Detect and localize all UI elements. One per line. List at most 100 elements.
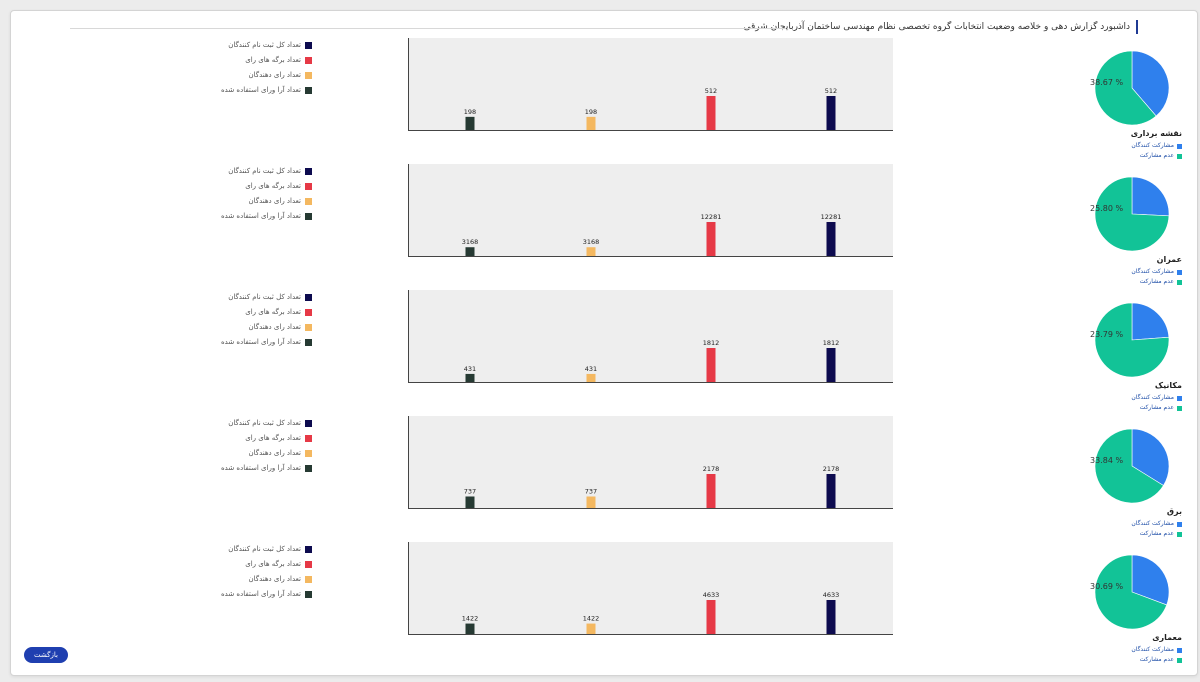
bar — [586, 623, 596, 634]
pie-legend-item: عدم مشارکت — [1131, 277, 1182, 287]
bar-chart: 737 737 2178 2178 — [464, 465, 840, 508]
legend-swatch — [305, 591, 312, 598]
bar-legend-label: تعداد کل ثبت نام کنندگان — [228, 293, 301, 301]
bar-value-label: 512 — [705, 87, 717, 95]
legend-swatch — [305, 72, 312, 79]
legend-swatch — [305, 576, 312, 583]
pie-percent-label: 30.69 % — [1090, 582, 1124, 591]
bar-legend-label: تعداد رای دهندگان — [248, 449, 301, 457]
bar-legend-item: تعداد کل ثبت نام کنندگان — [221, 416, 312, 431]
bar-value-label: 2178 — [823, 465, 840, 473]
pie-legend-label: عدم مشارکت — [1139, 404, 1174, 411]
bar — [465, 623, 475, 634]
back-button[interactable]: بازگشت — [24, 647, 68, 663]
bar-chart: 3168 3168 12281 12281 — [462, 213, 841, 256]
bar-legend-label: تعداد آرا ورای استفاده شده — [220, 212, 301, 220]
legend-swatch — [305, 465, 312, 472]
bar-legend-label: تعداد کل ثبت نام کنندگان — [228, 167, 301, 175]
bar-legend: تعداد کل ثبت نام کنندگان تعداد برگه های ر… — [221, 290, 312, 350]
pie-legend-label: عدم مشارکت — [1139, 278, 1174, 285]
legend-swatch — [1177, 395, 1182, 401]
bar-value-label: 4633 — [823, 591, 840, 599]
pie-title: عمران — [1156, 255, 1182, 264]
bar-legend-label: تعداد برگه های رای — [245, 56, 301, 64]
bar-legend-item: تعداد برگه های رای — [221, 431, 312, 446]
header-accent-bar — [1136, 20, 1138, 34]
pie-legend-label: عدم مشارکت — [1139, 152, 1174, 159]
bar — [706, 600, 716, 634]
pie-legend-label: عدم مشارکت — [1139, 530, 1174, 537]
bar-legend-item: تعداد برگه های رای — [221, 53, 312, 68]
bar — [826, 600, 836, 634]
bar-legend-item: تعداد کل ثبت نام کنندگان — [221, 38, 312, 53]
pie-percent-label: 23.79 % — [1090, 330, 1124, 339]
bar — [465, 373, 475, 382]
bar-legend-label: تعداد برگه های رای — [245, 308, 301, 316]
page-title: داشبورد گزارش دهی و خلاصه وضعیت انتخابات… — [743, 22, 1130, 32]
pie-percent-label: 25.80 % — [1090, 204, 1124, 213]
pie-chart — [1094, 302, 1170, 378]
bar-value-label: 1422 — [462, 615, 479, 623]
bar-legend-item: تعداد کل ثبت نام کنندگان — [221, 290, 312, 305]
bar-plot-area: 198 198 512 512 — [408, 38, 893, 131]
bar — [706, 96, 716, 130]
legend-swatch — [305, 57, 312, 64]
pie-slice — [1094, 50, 1157, 126]
bar-legend-label: تعداد کل ثبت نام کنندگان — [228, 41, 301, 49]
pie-slice — [1131, 428, 1170, 486]
bar-legend-label: تعداد آرا ورای استفاده شده — [220, 338, 301, 346]
chart-row: 25.80 % عمران مشارکت کنندگان عدم مشارکت تعدا… — [0, 160, 1200, 286]
bar-plot-area: 1422 1422 4633 4633 — [408, 542, 893, 635]
bar-legend-item: تعداد رای دهندگان — [221, 446, 312, 461]
bar-legend-item: تعداد رای دهندگان — [221, 320, 312, 335]
chart-row: 30.69 % معماری مشارکت کنندگان عدم مشارکت تعد… — [0, 538, 1200, 664]
pie-slice — [1131, 554, 1170, 606]
pie-legend-label: مشارکت کنندگان — [1131, 394, 1174, 401]
bar — [706, 474, 716, 508]
bar-legend-label: تعداد رای دهندگان — [248, 323, 301, 331]
bar-legend: تعداد کل ثبت نام کنندگان تعداد برگه های ر… — [221, 416, 312, 476]
pie-slice — [1094, 554, 1168, 630]
bar — [465, 247, 475, 256]
bar-chart: 1422 1422 4633 4633 — [462, 591, 840, 634]
legend-swatch — [1177, 657, 1182, 663]
bar-legend: تعداد کل ثبت نام کنندگان تعداد برگه های ر… — [221, 164, 312, 224]
bar-legend-item: تعداد کل ثبت نام کنندگان — [221, 542, 312, 557]
pie-slice — [1094, 428, 1164, 504]
pie-legend-item: عدم مشارکت — [1131, 151, 1182, 161]
bar-legend-label: تعداد آرا ورای استفاده شده — [220, 590, 301, 598]
bar-value-label: 431 — [464, 365, 476, 373]
pie-legend-item: مشارکت کنندگان — [1131, 393, 1182, 403]
bar — [826, 222, 836, 256]
pie-legend: مشارکت کنندگان عدم مشارکت — [1131, 267, 1182, 287]
chart-row: 38.67 % نقشه برداری مشارکت کنندگان عدم مشار… — [0, 34, 1200, 160]
pie-legend-item: مشارکت کنندگان — [1131, 519, 1182, 529]
pie-legend-label: مشارکت کنندگان — [1131, 520, 1174, 527]
chart-row: 33.84 % برق مشارکت کنندگان عدم مشارکت تعداد … — [0, 412, 1200, 538]
pie-legend-item: مشارکت کنندگان — [1131, 141, 1182, 151]
bar-legend-label: تعداد رای دهندگان — [248, 71, 301, 79]
bar-legend-label: تعداد برگه های رای — [245, 434, 301, 442]
bar-chart: 198 198 512 512 — [464, 87, 837, 130]
legend-swatch — [1177, 531, 1182, 537]
bar-value-label: 2178 — [703, 465, 720, 473]
pie-slice — [1131, 302, 1170, 341]
bar — [826, 348, 836, 382]
pie-legend: مشارکت کنندگان عدم مشارکت — [1131, 519, 1182, 539]
bar — [706, 222, 716, 256]
legend-swatch — [305, 42, 312, 49]
pie-legend-label: مشارکت کنندگان — [1131, 646, 1174, 653]
bar — [826, 96, 836, 130]
bar-legend-item: تعداد رای دهندگان — [221, 572, 312, 587]
bar-legend-item: تعداد رای دهندگان — [221, 194, 312, 209]
legend-swatch — [305, 435, 312, 442]
pie-legend: مشارکت کنندگان عدم مشارکت — [1131, 141, 1182, 161]
bar — [586, 496, 596, 508]
bar-legend-item: تعداد برگه های رای — [221, 179, 312, 194]
legend-swatch — [1177, 647, 1182, 653]
bar-value-label: 737 — [585, 487, 597, 495]
legend-swatch — [305, 309, 312, 316]
bar-legend-item: تعداد رای دهندگان — [221, 68, 312, 83]
pie-legend: مشارکت کنندگان عدم مشارکت — [1131, 645, 1182, 665]
pie-legend-item: عدم مشارکت — [1131, 655, 1182, 665]
